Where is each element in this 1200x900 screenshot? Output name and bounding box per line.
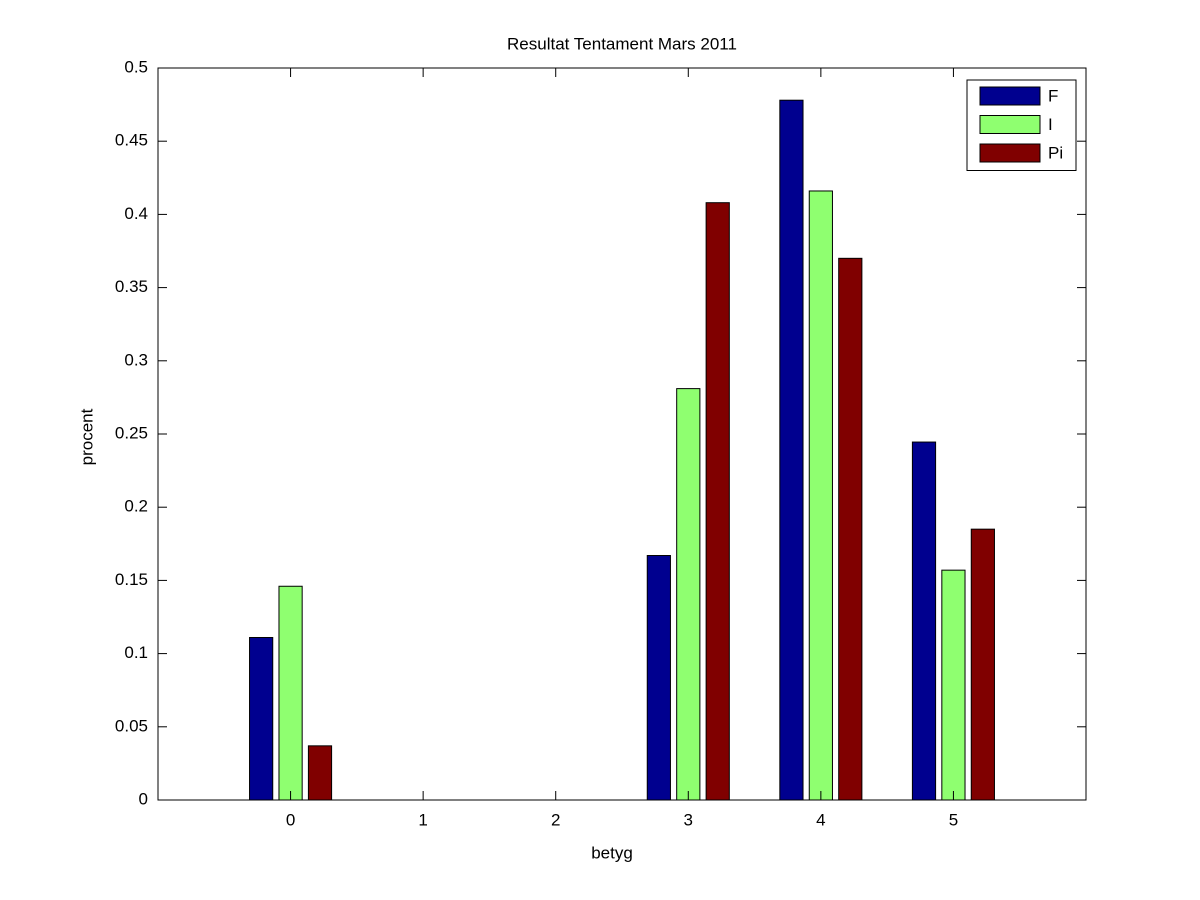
x-tick-label: 2 bbox=[551, 810, 560, 829]
x-tick-label: 3 bbox=[684, 810, 693, 829]
bar bbox=[646, 555, 671, 801]
y-tick-label: 0.2 bbox=[124, 497, 148, 516]
y-axis-label: procent bbox=[77, 408, 96, 465]
bar bbox=[838, 257, 863, 801]
y-tick-label: 0.3 bbox=[124, 350, 148, 369]
y-tick-label: 0.45 bbox=[115, 131, 148, 150]
x-tick-label: 5 bbox=[949, 810, 958, 829]
bar bbox=[249, 636, 274, 801]
legend-swatch bbox=[979, 86, 1041, 106]
y-tick-label: 0 bbox=[139, 789, 148, 808]
bar bbox=[911, 441, 937, 801]
bar bbox=[970, 528, 995, 801]
y-tick-label: 0.25 bbox=[115, 423, 148, 442]
x-tick-label: 4 bbox=[816, 810, 825, 829]
legend-label: I bbox=[1048, 115, 1053, 134]
legend-swatch bbox=[979, 115, 1041, 134]
y-tick-label: 0.4 bbox=[124, 204, 148, 223]
bar bbox=[941, 569, 966, 801]
y-tick-label: 0.05 bbox=[115, 716, 148, 735]
x-tick-label: 0 bbox=[286, 810, 295, 829]
chart-title: Resultat Tentament Mars 2011 bbox=[507, 34, 737, 53]
legend-label: F bbox=[1048, 86, 1058, 105]
legend-label: Pi bbox=[1048, 143, 1063, 162]
legend-swatch bbox=[979, 143, 1041, 163]
y-tick-label: 0.5 bbox=[124, 57, 148, 76]
bar bbox=[676, 388, 701, 801]
bar bbox=[779, 99, 804, 801]
y-tick-label: 0.1 bbox=[124, 643, 148, 662]
x-axis-label: betyg bbox=[591, 843, 633, 862]
bar bbox=[705, 202, 730, 801]
bar bbox=[808, 190, 833, 801]
bar bbox=[307, 745, 333, 801]
y-tick-label: 0.15 bbox=[115, 570, 148, 589]
x-tick-label: 1 bbox=[418, 810, 427, 829]
y-tick-label: 0.35 bbox=[115, 277, 148, 296]
bar bbox=[278, 585, 303, 801]
